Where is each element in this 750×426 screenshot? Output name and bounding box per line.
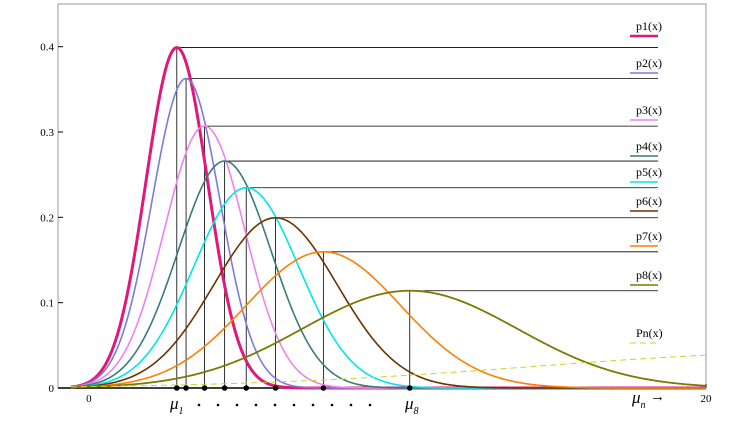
mean-ellipsis-dots bbox=[197, 403, 372, 407]
mean-dot-7 bbox=[320, 385, 327, 391]
ellipsis-dot-5 bbox=[292, 403, 296, 407]
legend-label-9: Pn(x) bbox=[636, 326, 663, 340]
ellipsis-dot-3 bbox=[254, 403, 258, 407]
mu-1-symbol: μ bbox=[169, 394, 179, 413]
mu-n-subscript: n bbox=[641, 400, 646, 411]
y-tick-label-3: 0.3 bbox=[40, 127, 54, 139]
ellipsis-dot-1 bbox=[216, 403, 220, 407]
x-tick-label-1: 20 bbox=[701, 393, 713, 405]
y-axis-ticks: 0 0.1 0.2 0.3 0.4 bbox=[40, 42, 63, 395]
mu-n-arrow: → bbox=[650, 389, 665, 405]
mean-dot-8 bbox=[406, 385, 413, 391]
density-curves bbox=[70, 46, 707, 390]
curve-p2(x) bbox=[70, 77, 706, 389]
mu-1-subscript: 1 bbox=[179, 406, 184, 417]
y-tick-label-0: 0 bbox=[49, 383, 55, 395]
legend-label-7: p7(x) bbox=[636, 229, 662, 243]
mu-1-label: μ1 bbox=[169, 394, 184, 417]
legend-label-6: p6(x) bbox=[636, 194, 662, 208]
mean-dot-6 bbox=[272, 385, 279, 391]
x-tick-label-0: 0 bbox=[86, 393, 92, 405]
mean-dot-4 bbox=[221, 385, 228, 391]
ellipsis-dot-0 bbox=[197, 403, 201, 407]
legend-label-5: p5(x) bbox=[636, 165, 662, 179]
legend: p1(x) p2(x) p3(x) p4(x) p5(x) p6(x) p7(x) p8(x)… bbox=[630, 19, 663, 344]
curve-p7(x) bbox=[70, 251, 706, 389]
y-tick-label-4: 0.4 bbox=[40, 42, 54, 54]
mean-markers bbox=[174, 385, 413, 391]
curve-p3(x) bbox=[70, 125, 706, 389]
mu-8-symbol: μ bbox=[404, 394, 414, 413]
curve-p4(x) bbox=[70, 160, 706, 389]
curve-p8(x) bbox=[70, 289, 707, 389]
mean-dot-3 bbox=[201, 385, 208, 391]
mu-n-label: μn bbox=[631, 388, 646, 411]
plot-frame bbox=[57, 3, 707, 389]
mu-8-label: μ8 bbox=[404, 394, 419, 417]
mean-dot-2 bbox=[183, 385, 189, 391]
peak-reference-lines bbox=[176, 47, 658, 388]
mu-n-symbol: μ bbox=[631, 388, 641, 407]
curve-Pn(x) bbox=[70, 354, 707, 388]
y-tick-label-2: 0.2 bbox=[40, 212, 54, 224]
ellipsis-dot-9 bbox=[368, 403, 372, 407]
legend-label-8: p8(x) bbox=[636, 268, 662, 282]
ellipsis-dot-4 bbox=[273, 403, 277, 407]
ellipsis-dot-8 bbox=[349, 403, 353, 407]
mean-dot-1 bbox=[174, 385, 180, 391]
mean-dot-5 bbox=[243, 385, 250, 391]
curve-p6(x) bbox=[70, 216, 706, 389]
legend-label-4: p4(x) bbox=[636, 139, 662, 153]
legend-label-2: p2(x) bbox=[636, 56, 662, 70]
ellipsis-dot-6 bbox=[311, 403, 315, 407]
ellipsis-dot-7 bbox=[330, 403, 334, 407]
y-tick-label-1: 0.1 bbox=[40, 298, 54, 310]
legend-label-1: p1(x) bbox=[636, 19, 662, 33]
ellipsis-dot-2 bbox=[235, 403, 239, 407]
mu-8-subscript: 8 bbox=[414, 406, 419, 417]
legend-label-3: p3(x) bbox=[636, 103, 662, 117]
